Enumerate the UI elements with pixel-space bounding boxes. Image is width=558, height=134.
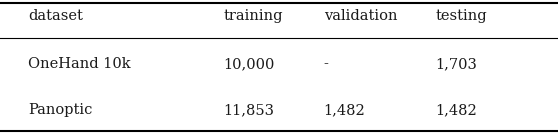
Text: training: training (223, 9, 283, 23)
Text: -: - (324, 57, 329, 71)
Text: Panoptic: Panoptic (28, 103, 92, 117)
Text: testing: testing (435, 9, 487, 23)
Text: OneHand 10k: OneHand 10k (28, 57, 131, 71)
Text: dataset: dataset (28, 9, 83, 23)
Text: 1,703: 1,703 (435, 57, 477, 71)
Text: 10,000: 10,000 (223, 57, 275, 71)
Text: 11,853: 11,853 (223, 103, 274, 117)
Text: validation: validation (324, 9, 397, 23)
Text: 1,482: 1,482 (435, 103, 477, 117)
Text: 1,482: 1,482 (324, 103, 365, 117)
